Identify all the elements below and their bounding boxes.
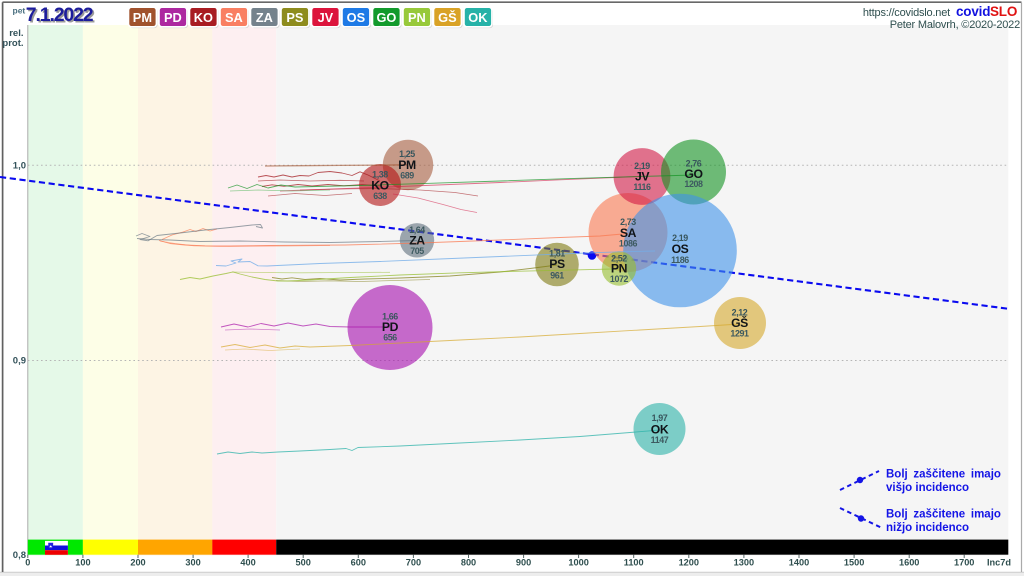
svg-text:rel.: rel. xyxy=(9,28,23,39)
svg-text:JV: JV xyxy=(635,170,650,184)
svg-text:7.1.2022: 7.1.2022 xyxy=(27,5,95,27)
svg-text:ZA: ZA xyxy=(256,10,273,25)
svg-text:700: 700 xyxy=(406,558,421,568)
svg-text:1,81: 1,81 xyxy=(549,249,565,259)
svg-text:Inc7d: Inc7d xyxy=(987,558,1011,568)
svg-text:GO: GO xyxy=(684,167,702,181)
svg-text:OS: OS xyxy=(347,10,366,25)
svg-text:PM: PM xyxy=(133,10,152,25)
svg-text:1147: 1147 xyxy=(651,435,669,445)
svg-text:nižjo incidenco: nižjo incidenco xyxy=(886,522,969,534)
svg-text:Bolj zaščitene imajo: Bolj zaščitene imajo xyxy=(886,469,1001,481)
svg-text:400: 400 xyxy=(240,558,255,568)
svg-text:1,64: 1,64 xyxy=(409,225,425,235)
svg-text:1,25: 1,25 xyxy=(399,149,415,159)
svg-text:višjo incidenco: višjo incidenco xyxy=(886,482,969,494)
svg-text:1400: 1400 xyxy=(789,558,809,568)
svg-text:Peter Malovrh, ©2020-2022: Peter Malovrh, ©2020-2022 xyxy=(890,19,1020,31)
svg-text:1600: 1600 xyxy=(899,558,919,568)
svg-text:638: 638 xyxy=(373,191,387,201)
svg-text:SA: SA xyxy=(620,226,637,240)
svg-text:KO: KO xyxy=(371,178,388,192)
svg-text:PD: PD xyxy=(164,10,182,25)
svg-text:689: 689 xyxy=(400,171,414,181)
svg-text:1,97: 1,97 xyxy=(652,413,668,423)
svg-text:1,66: 1,66 xyxy=(382,311,398,321)
svg-text:200: 200 xyxy=(130,558,145,568)
svg-text:1300: 1300 xyxy=(734,558,754,568)
svg-text:prot.: prot. xyxy=(2,38,23,49)
svg-text:SLO: SLO xyxy=(990,4,1017,19)
svg-text:pet: pet xyxy=(13,6,26,16)
svg-text:656: 656 xyxy=(383,333,397,343)
svg-text:PD: PD xyxy=(382,320,399,334)
svg-text:KO: KO xyxy=(194,10,213,25)
svg-text:GŠ: GŠ xyxy=(731,315,748,330)
svg-text:SA: SA xyxy=(225,10,243,25)
svg-text:500: 500 xyxy=(296,558,311,568)
svg-text:300: 300 xyxy=(185,558,200,568)
svg-text:800: 800 xyxy=(461,558,476,568)
svg-text:1072: 1072 xyxy=(610,274,629,284)
svg-text:1186: 1186 xyxy=(671,255,689,265)
svg-text:PN: PN xyxy=(611,262,627,276)
svg-text:covid: covid xyxy=(956,4,990,19)
svg-text:1116: 1116 xyxy=(633,182,651,192)
svg-text:1086: 1086 xyxy=(619,239,638,249)
svg-text:2,73: 2,73 xyxy=(620,217,636,227)
svg-text:2,52: 2,52 xyxy=(611,253,627,263)
svg-text:1,38: 1,38 xyxy=(372,169,388,179)
svg-text:600: 600 xyxy=(351,558,366,568)
svg-text:JV: JV xyxy=(318,10,334,25)
svg-text:0,9: 0,9 xyxy=(13,356,26,367)
svg-text:7.1.2022: 7.1.2022 xyxy=(26,4,94,26)
svg-text:0: 0 xyxy=(25,558,30,568)
svg-text:1200: 1200 xyxy=(679,558,699,568)
svg-text:https://covidslo.net: https://covidslo.net xyxy=(863,7,950,19)
svg-text:900: 900 xyxy=(516,558,531,568)
svg-text:PM: PM xyxy=(398,158,416,172)
svg-text:1500: 1500 xyxy=(844,558,864,568)
svg-text:1700: 1700 xyxy=(954,558,974,568)
svg-text:2,19: 2,19 xyxy=(634,161,650,171)
svg-text:PS: PS xyxy=(286,10,304,25)
svg-text:2,19: 2,19 xyxy=(672,233,688,243)
svg-text:1000: 1000 xyxy=(568,558,588,568)
svg-text:1,0: 1,0 xyxy=(13,160,26,171)
svg-text:PN: PN xyxy=(408,10,426,25)
svg-text:ZA: ZA xyxy=(409,234,425,248)
svg-text:1291: 1291 xyxy=(730,329,749,339)
svg-text:PS: PS xyxy=(549,257,565,271)
svg-text:1100: 1100 xyxy=(624,558,644,568)
svg-text:2,76: 2,76 xyxy=(686,158,702,168)
svg-text:961: 961 xyxy=(550,270,564,280)
svg-text:OS: OS xyxy=(672,242,689,256)
svg-text:0,8: 0,8 xyxy=(13,550,26,561)
svg-text:100: 100 xyxy=(75,558,90,568)
svg-text:OK: OK xyxy=(468,10,488,25)
svg-text:Bolj zaščitene imajo: Bolj zaščitene imajo xyxy=(886,509,1001,521)
svg-text:2,12: 2,12 xyxy=(732,307,748,317)
svg-text:705: 705 xyxy=(410,246,424,256)
svg-text:OK: OK xyxy=(651,423,669,437)
svg-text:GŠ: GŠ xyxy=(438,10,457,25)
svg-text:GO: GO xyxy=(376,10,396,25)
svg-text:1208: 1208 xyxy=(684,179,703,189)
